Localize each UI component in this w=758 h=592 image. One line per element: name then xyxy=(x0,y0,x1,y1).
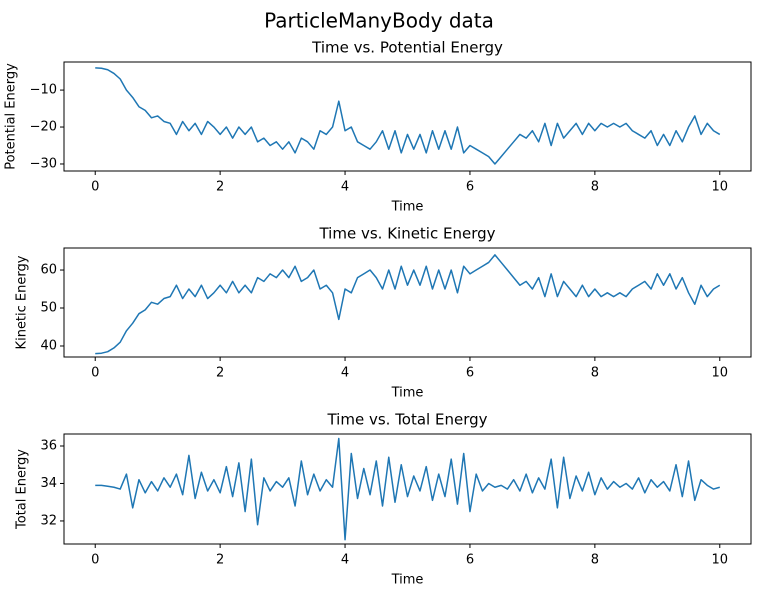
x-tick-label: 6 xyxy=(466,553,474,568)
x-tick-label: 8 xyxy=(591,366,599,381)
x-tick-label: 8 xyxy=(591,553,599,568)
x-tick-label: 10 xyxy=(711,180,728,195)
x-tick-label: 10 xyxy=(711,366,728,381)
y-tick-label: −20 xyxy=(30,120,57,135)
axes-frame xyxy=(63,61,752,172)
x-tick-label: 10 xyxy=(711,553,728,568)
x-tick-label: 6 xyxy=(466,180,474,195)
y-tick-label: 50 xyxy=(40,301,57,316)
x-tick-label: 6 xyxy=(466,366,474,381)
x-tick-label: 4 xyxy=(341,180,349,195)
x-tick-label: 8 xyxy=(591,180,599,195)
y-tick-label: −30 xyxy=(30,156,57,171)
x-tick-label: 0 xyxy=(91,366,99,381)
x-axis-label: Time xyxy=(391,386,424,401)
axes-frame xyxy=(63,433,752,545)
y-tick-label: −10 xyxy=(30,83,57,98)
x-tick-label: 4 xyxy=(341,553,349,568)
x-axis-label: Time xyxy=(391,573,424,588)
data-line xyxy=(95,67,721,165)
data-line xyxy=(95,437,720,541)
axes-title: Time vs. Potential Energy xyxy=(311,39,503,57)
x-tick-label: 2 xyxy=(216,553,224,568)
x-tick-label: 2 xyxy=(216,180,224,195)
y-tick-label: 36 xyxy=(40,438,57,453)
y-tick-label: 32 xyxy=(40,513,57,528)
axes-frame xyxy=(63,247,752,358)
y-tick-label: 60 xyxy=(40,263,57,278)
y-tick-label: 40 xyxy=(40,338,57,353)
x-tick-label: 0 xyxy=(91,553,99,568)
y-tick-label: 34 xyxy=(40,476,57,491)
y-axis-label: Potential Energy xyxy=(4,63,19,170)
data-line xyxy=(95,254,721,355)
x-tick-label: 4 xyxy=(341,366,349,381)
x-axis-label: Time xyxy=(391,200,424,215)
x-tick-label: 2 xyxy=(216,366,224,381)
axes-title: Time vs. Kinetic Energy xyxy=(318,225,495,243)
x-tick-label: 0 xyxy=(91,180,99,195)
y-axis-label: Total Energy xyxy=(15,449,30,530)
axes-title: Time vs. Total Energy xyxy=(326,411,487,429)
figure-title: ParticleManyBody data xyxy=(264,9,494,33)
y-axis-label: Kinetic Energy xyxy=(15,255,30,349)
